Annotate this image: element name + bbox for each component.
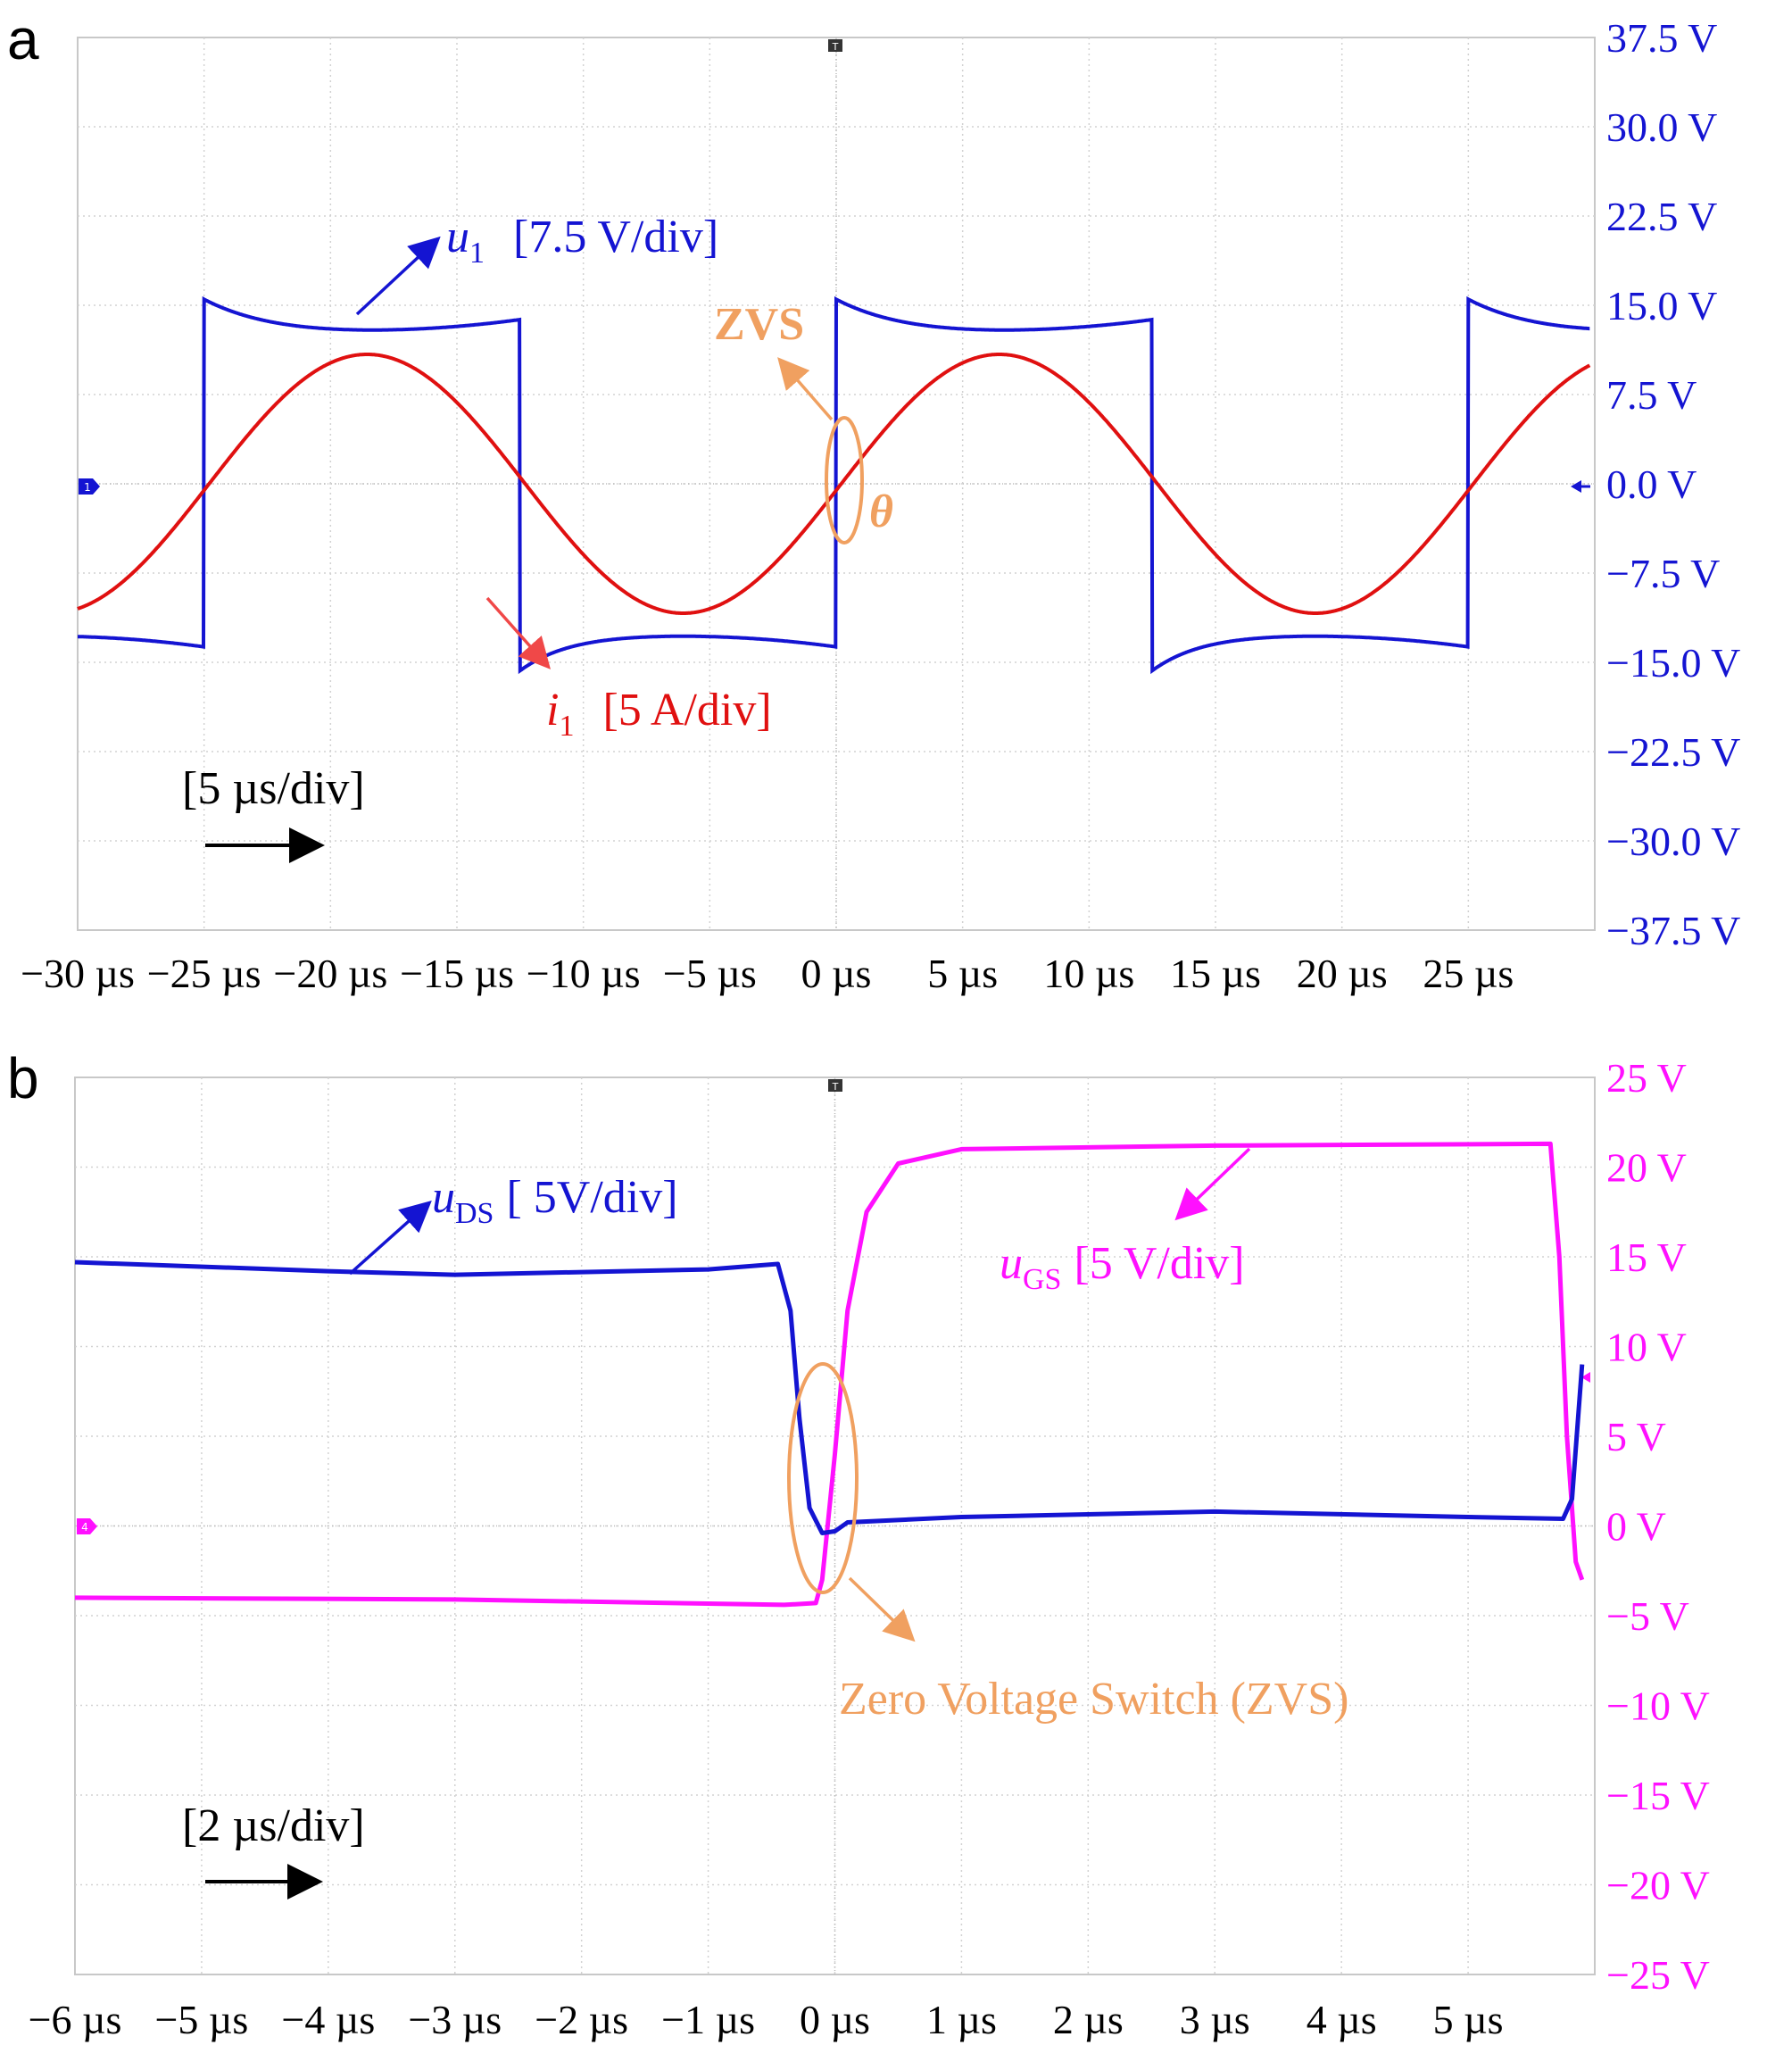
x-tick-label: 4 µs <box>1307 1997 1377 2042</box>
x-tick-label: −20 µs <box>273 951 387 996</box>
panel-a-y-ticks: 37.5 V 30.0 V 22.5 V 15.0 V 7.5 V 0.0 V −7.5 V… <box>1606 15 1740 953</box>
x-tick-label: −25 µs <box>147 951 261 996</box>
channel-1-marker-icon: 1 <box>79 478 100 495</box>
channel-1-right-arrow-icon <box>1571 480 1590 493</box>
channel-4-marker-label: 4 <box>81 1521 88 1534</box>
x-tick-label: −1 µs <box>661 1997 755 2042</box>
y-tick-label: −5 V <box>1606 1593 1689 1639</box>
x-tick-label: 2 µs <box>1053 1997 1124 2042</box>
x-tick-label: −5 µs <box>154 1997 248 2042</box>
zvs-ellipse <box>825 416 864 545</box>
y-tick-label: 0 V <box>1606 1504 1666 1550</box>
uds-trace <box>74 1259 1585 1535</box>
x-tick-label: 25 µs <box>1423 951 1514 996</box>
y-tick-label: 10 V <box>1606 1325 1687 1370</box>
x-tick-label: 15 µs <box>1170 951 1261 996</box>
zvs-b-arrow <box>848 1576 916 1642</box>
y-tick-label: −30.0 V <box>1606 819 1740 864</box>
panel-a: a −30 µs −25 µs −20 µs −15 µs −10 µs −5 µs 0 µ… <box>7 7 1740 996</box>
x-tick-label: −15 µs <box>400 951 514 996</box>
u1-label: u1 [7.5 V/div] <box>446 212 718 270</box>
x-tick-label: 0 µs <box>800 1997 870 2042</box>
zvs-arrow <box>777 357 834 421</box>
x-tick-label: −10 µs <box>527 951 641 996</box>
theta-label: θ <box>869 486 893 537</box>
y-tick-label: 30.0 V <box>1606 104 1717 150</box>
y-tick-label: 37.5 V <box>1606 15 1717 61</box>
x-tick-label: −4 µs <box>281 1997 375 2042</box>
trigger-marker-b-icon: T <box>828 1079 842 1093</box>
y-tick-label: 15 V <box>1606 1234 1687 1280</box>
x-tick-label: −6 µs <box>29 1997 122 2042</box>
panel-a-x-ticks: −30 µs −25 µs −20 µs −15 µs −10 µs −5 µs 0 µs 5… <box>21 951 1514 996</box>
panel-b-grid <box>75 1077 1595 1974</box>
svg-text:T: T <box>832 1081 839 1093</box>
i1-label: i1 [5 A/div] <box>546 685 772 743</box>
panel-b-x-ticks: −6 µs −5 µs −4 µs −3 µs −2 µs −1 µs 0 µs 1 µs 2 … <box>29 1997 1504 2042</box>
y-tick-label: 22.5 V <box>1606 194 1717 239</box>
y-tick-label: 7.5 V <box>1606 372 1697 418</box>
ugs-label: uGS [5 V/div] <box>1000 1238 1245 1296</box>
y-tick-label: −20 V <box>1606 1863 1710 1908</box>
y-tick-label: 20 V <box>1606 1145 1687 1191</box>
y-tick-label: 15.0 V <box>1606 283 1717 328</box>
x-tick-label: 0 µs <box>801 951 872 996</box>
u1-label-arrow <box>355 236 441 316</box>
y-tick-label: −7.5 V <box>1606 551 1720 596</box>
x-tick-label: 5 µs <box>927 951 998 996</box>
channel-4-right-arrow-icon <box>1581 1372 1590 1383</box>
x-tick-label: 20 µs <box>1297 951 1388 996</box>
x-tick-label: −30 µs <box>21 951 135 996</box>
i1-label-arrow <box>485 596 551 669</box>
x-tick-label: −5 µs <box>663 951 757 996</box>
ugs-trace <box>74 1141 1585 1608</box>
x-tick-label: 5 µs <box>1433 1997 1504 2042</box>
x-tick-label: 1 µs <box>926 1997 997 2042</box>
channel-1-marker-label: 1 <box>84 481 91 494</box>
u1-trace <box>78 295 1590 675</box>
y-tick-label: −15.0 V <box>1606 640 1740 686</box>
panel-b: b −6 µs −5 µs −4 µs −3 µs −2 µs −1 µs 0 µs 1 µs… <box>7 1046 1710 2042</box>
y-tick-label: 5 V <box>1606 1414 1666 1459</box>
y-tick-label: 0.0 V <box>1606 461 1697 507</box>
y-tick-label: −37.5 V <box>1606 908 1740 953</box>
panel-b-label: b <box>7 1046 39 1110</box>
channel-4-marker-icon: 4 <box>77 1518 97 1534</box>
panel-a-label: a <box>7 7 39 71</box>
trigger-marker-icon: T <box>828 39 842 53</box>
y-tick-label: −22.5 V <box>1606 729 1740 775</box>
x-tick-label: 10 µs <box>1043 951 1134 996</box>
zvs-ellipse-b <box>787 1362 859 1594</box>
y-tick-label: −25 V <box>1606 1952 1710 1998</box>
x-tick-label: −2 µs <box>535 1997 628 2042</box>
y-tick-label: −10 V <box>1606 1683 1710 1729</box>
svg-text:T: T <box>832 41 839 53</box>
timebase-b-label: [2 µs/div] <box>182 1800 365 1851</box>
uds-label-arrow <box>348 1201 432 1276</box>
i1-trace <box>77 353 1591 615</box>
panel-b-y-ticks: 25 V 20 V 15 V 10 V 5 V 0 V −5 V −10 V −15 V −20 … <box>1606 1055 1710 1998</box>
y-tick-label: 25 V <box>1606 1055 1687 1101</box>
uds-label: uDS[ 5V/div] <box>432 1172 678 1230</box>
x-tick-label: −3 µs <box>408 1997 502 2042</box>
zvs-label-b: Zero Voltage Switch (ZVS) <box>839 1674 1348 1725</box>
x-tick-label: 3 µs <box>1180 1997 1250 2042</box>
ugs-label-arrow <box>1174 1147 1251 1221</box>
timebase-a-label: [5 µs/div] <box>182 763 365 814</box>
y-tick-label: −15 V <box>1606 1773 1710 1818</box>
zvs-label-a: ZVS <box>714 299 804 350</box>
